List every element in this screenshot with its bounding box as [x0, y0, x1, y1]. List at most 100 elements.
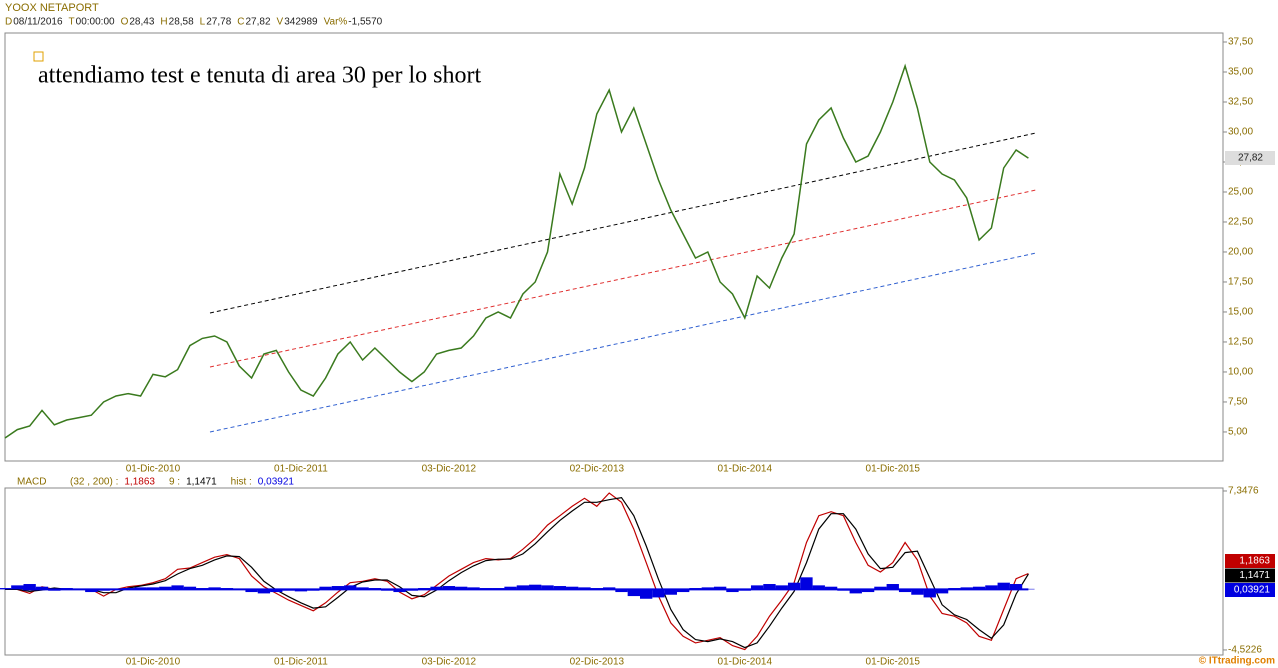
hist-bar: [603, 587, 616, 590]
y-tick-label: 22,50: [1228, 217, 1253, 228]
header-key: D: [5, 17, 12, 28]
hist-bar: [85, 589, 98, 593]
y-tick-label: 12,50: [1228, 337, 1253, 348]
last-price-label: 27,82: [1238, 153, 1263, 164]
x-tick-label: 01-Dic-2010: [126, 464, 181, 475]
legend-value: 0,03921: [258, 477, 295, 488]
hist-bar: [294, 589, 308, 592]
macd-title: MACD: [17, 477, 46, 488]
hist-bar: [183, 586, 197, 590]
hist-bar: [270, 589, 283, 593]
legend-name: hist :: [231, 477, 252, 488]
hist-bar: [331, 586, 345, 590]
hist-bar: [824, 586, 838, 590]
x-tick-label: 01-Dic-2014: [718, 464, 773, 475]
annotation-marker: [33, 51, 44, 62]
hist-bar: [911, 589, 924, 595]
y-tick-label: -4,5226: [1228, 645, 1262, 656]
hist-bar: [442, 586, 456, 590]
hist-bar: [11, 585, 24, 590]
footer: © ITtrading.com: [1199, 656, 1275, 667]
x-tick-label: 03-Dic-2012: [422, 657, 477, 668]
value-box: [1225, 583, 1275, 597]
value-box: [1225, 568, 1275, 583]
hist-bar: [553, 586, 567, 590]
hist-bar: [467, 587, 480, 590]
legend-name: (32 , 200) :: [70, 477, 118, 488]
chart-title: YOOX NETAPORT: [5, 2, 99, 14]
hist-bar: [319, 586, 332, 590]
hist-bar: [578, 587, 591, 590]
hist-bar: [960, 587, 973, 590]
y-tick-label: 25,00: [1228, 187, 1253, 198]
hist-bar: [886, 584, 899, 590]
hist-bar: [627, 589, 640, 597]
hist-bar: [639, 589, 653, 599]
y-tick-label: 37,50: [1228, 37, 1253, 48]
value-box-label: 1,1863: [1239, 556, 1270, 567]
hist-bar: [134, 587, 147, 590]
x-tick-label: 01-Dic-2011: [274, 464, 328, 475]
hist-bar: [430, 586, 443, 590]
hist-bar: [615, 589, 628, 593]
header-value: -1,5570: [348, 17, 382, 28]
header-key: L: [200, 17, 206, 28]
header-value: 28,58: [169, 17, 194, 28]
y-tick-label: 17,50: [1228, 277, 1253, 288]
hist-bar: [861, 589, 875, 593]
annotation: attendiamo test e tenuta di area 30 per …: [38, 63, 482, 89]
hist-bar: [455, 586, 468, 590]
x-tick-label: 01-Dic-2010: [126, 657, 181, 668]
last-price-box: [1225, 151, 1275, 165]
hist-bar: [23, 584, 36, 590]
x-tick-label: 01-Dic-2015: [866, 657, 921, 668]
hist-bar: [159, 586, 172, 590]
trend-line-upper: [209, 132, 1037, 314]
hist-bar: [652, 589, 665, 598]
hist-bar: [257, 589, 271, 594]
header-key: O: [121, 17, 129, 28]
hist-bar: [985, 585, 998, 590]
hist-bar: [787, 582, 801, 590]
hist-bar: [516, 585, 530, 590]
legend-value: 1,1863: [124, 477, 155, 488]
y-tick-label: 7,50: [1228, 397, 1248, 408]
header-value: 08/11/2016: [13, 17, 63, 28]
y-tick-label: 32,50: [1228, 97, 1253, 108]
hist-bar: [775, 585, 788, 590]
hist-bar: [701, 587, 714, 590]
price-panel: [4, 32, 1224, 462]
hist-bar: [676, 589, 690, 593]
value-box-label: 0,03921: [1234, 585, 1271, 596]
hist-bar: [0, 588, 12, 590]
hist-bar: [750, 585, 764, 590]
hist-bar: [664, 589, 677, 595]
hist-bar: [874, 586, 887, 590]
header-value: 27,78: [206, 17, 231, 28]
hist-bar: [1009, 584, 1023, 590]
x-tick-label: 02-Dic-2013: [570, 464, 625, 475]
hist-bar: [923, 589, 936, 598]
hist-bar: [972, 586, 986, 590]
x-tick-label: 03-Dic-2012: [422, 464, 477, 475]
macd-line: [5, 492, 1029, 651]
hist-bar: [393, 589, 406, 593]
hist-bar: [35, 586, 49, 590]
value-box-label: 1,1471: [1239, 570, 1270, 581]
header-value: 342989: [284, 17, 318, 28]
header-value: 27,82: [246, 17, 271, 28]
trend-line-lower: [209, 252, 1037, 433]
y-tick-label: 7,3476: [1228, 486, 1259, 497]
x-tick-label: 01-Dic-2015: [866, 464, 921, 475]
hist-bar: [208, 587, 221, 590]
hist-bar: [898, 589, 912, 593]
header-key: T: [69, 17, 75, 28]
header-value: 00:00:00: [76, 17, 115, 28]
y-tick-label: 35,00: [1228, 67, 1253, 78]
header-key: H: [160, 17, 167, 28]
hist-bar: [812, 585, 825, 590]
hist-bar: [763, 584, 776, 590]
y-tick-label: 20,00: [1228, 247, 1253, 258]
y-tick-label: 30,00: [1228, 127, 1253, 138]
